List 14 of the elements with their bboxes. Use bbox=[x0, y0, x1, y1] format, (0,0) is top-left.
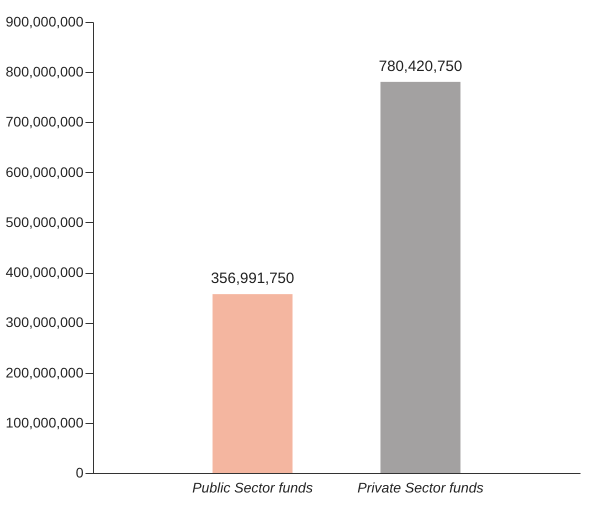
y-tick-label: 800,000,000 bbox=[6, 64, 84, 80]
y-tick-label: 100,000,000 bbox=[6, 414, 84, 430]
y-tick-label: 700,000,000 bbox=[6, 114, 84, 130]
data-label: 780,420,750 bbox=[378, 58, 462, 75]
y-tick-label: 0 bbox=[76, 464, 84, 480]
data-label: 356,991,750 bbox=[210, 270, 294, 288]
x-tick-label: Private Sector funds bbox=[357, 480, 484, 496]
y-tick-label: 900,000,000 bbox=[6, 14, 84, 30]
y-tick-label: 300,000,000 bbox=[6, 314, 84, 330]
y-tick-label: 600,000,000 bbox=[6, 164, 84, 180]
x-tick-label: Public Sector funds bbox=[192, 480, 313, 496]
y-tick-label: 200,000,000 bbox=[6, 364, 84, 380]
y-tick-label: 500,000,000 bbox=[6, 214, 84, 230]
y-tick-label: 400,000,000 bbox=[6, 264, 84, 280]
